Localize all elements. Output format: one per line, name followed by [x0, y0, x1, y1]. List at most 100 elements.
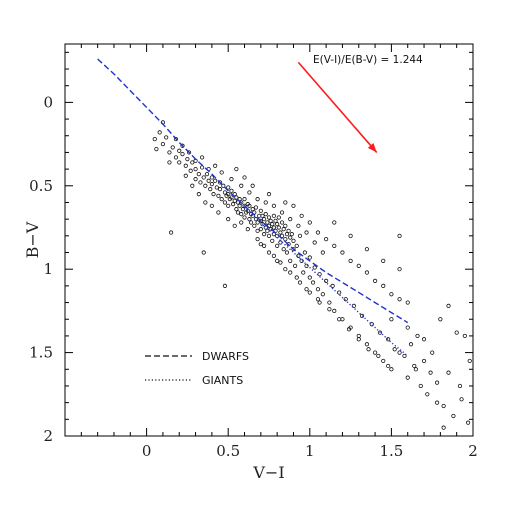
star-point: [413, 367, 418, 372]
star-point: [183, 173, 188, 178]
star-point: [389, 292, 394, 297]
star-point: [196, 172, 201, 177]
star-point: [324, 278, 329, 283]
star-point: [389, 317, 394, 322]
star-point: [446, 303, 451, 308]
star-point: [271, 253, 276, 258]
star-point: [216, 210, 221, 215]
star-point: [301, 270, 306, 275]
star-point: [173, 136, 179, 142]
star-point: [299, 213, 304, 218]
star-point: [332, 220, 337, 225]
x-tick-label: 2: [468, 442, 478, 460]
star-point: [258, 218, 263, 223]
star-point: [412, 363, 417, 369]
star-point: [186, 150, 192, 155]
legend-label-dwarfs: DWARFS: [202, 350, 249, 363]
star-point: [421, 337, 427, 342]
star-point: [219, 170, 224, 175]
star-point: [222, 190, 228, 195]
star-point: [266, 250, 272, 255]
star-point: [304, 287, 309, 292]
star-point: [297, 233, 303, 238]
star-point: [239, 200, 244, 205]
y-tick-label: 1.5: [29, 344, 53, 362]
star-point: [190, 160, 195, 165]
star-point: [291, 247, 296, 252]
star-point: [190, 183, 195, 188]
scatter-points: [152, 120, 472, 430]
star-point: [376, 353, 381, 359]
star-point: [170, 145, 175, 150]
star-point: [270, 238, 275, 243]
star-point: [348, 258, 353, 263]
star-point: [356, 263, 361, 268]
star-point: [203, 200, 208, 205]
star-point: [466, 420, 471, 425]
star-point: [258, 227, 263, 232]
star-point: [346, 327, 352, 332]
reddening-arrowhead: [367, 142, 377, 153]
star-point: [222, 200, 228, 205]
star-point: [276, 225, 281, 230]
star-point: [226, 192, 231, 197]
star-point: [232, 198, 237, 203]
star-point: [462, 333, 467, 339]
star-point: [235, 210, 241, 215]
star-point: [286, 228, 291, 233]
star-point: [377, 330, 383, 335]
star-point: [386, 363, 391, 369]
legend-label-giants: GIANTS: [202, 374, 243, 387]
star-point: [278, 260, 283, 265]
star-point: [270, 222, 275, 227]
star-point: [242, 197, 247, 202]
star-point: [405, 300, 410, 305]
star-point: [428, 370, 433, 375]
star-point: [438, 317, 443, 322]
star-point: [454, 330, 459, 335]
star-point: [271, 213, 276, 218]
star-point: [315, 287, 321, 292]
y-tick-label: 2: [43, 427, 53, 445]
star-point: [284, 232, 290, 237]
star-point: [418, 383, 423, 389]
star-point: [312, 265, 317, 270]
star-point: [317, 272, 322, 277]
star-point: [304, 263, 309, 268]
star-point: [307, 275, 312, 280]
star-point: [343, 297, 348, 302]
star-point: [217, 187, 223, 192]
star-point: [302, 250, 308, 255]
star-point: [315, 297, 321, 302]
star-point: [288, 258, 293, 263]
star-point: [381, 283, 386, 288]
star-point: [276, 215, 281, 220]
star-point: [177, 148, 182, 153]
star-point: [291, 238, 296, 243]
star-point: [229, 188, 234, 193]
star-point: [217, 180, 223, 185]
star-point: [286, 242, 291, 247]
star-point: [232, 223, 237, 228]
star-point: [405, 375, 410, 380]
star-point: [386, 337, 391, 342]
star-point: [275, 258, 280, 263]
star-point: [260, 213, 265, 218]
star-point: [467, 358, 472, 364]
y-tick-label: 0: [43, 93, 53, 111]
star-point: [415, 333, 420, 339]
star-point: [168, 230, 174, 235]
star-point: [199, 155, 205, 160]
star-point: [425, 392, 430, 397]
star-point: [196, 192, 201, 197]
star-point: [255, 228, 260, 233]
star-point: [296, 223, 301, 228]
star-point: [372, 278, 378, 283]
star-point: [288, 270, 293, 275]
y-tick-label: 0.5: [29, 177, 53, 195]
model-lines: [97, 58, 409, 357]
star-point: [242, 215, 247, 220]
star-point: [219, 197, 224, 202]
star-point: [327, 307, 332, 312]
star-point: [421, 358, 427, 364]
